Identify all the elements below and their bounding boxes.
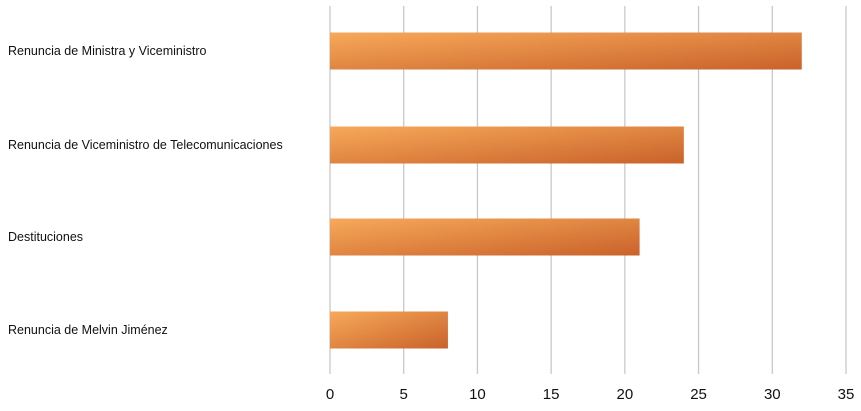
category-label-3: Destituciones [8,230,83,244]
x-tick-label-25: 25 [690,386,707,403]
bar-4 [330,311,448,349]
x-tick-label-35: 35 [838,386,855,403]
x-tick-label-30: 30 [764,386,781,403]
bar-1 [330,32,802,70]
x-tick-label-0: 0 [326,386,334,403]
bar-2 [330,126,684,164]
category-label-2: Renuncia de Viceministro de Telecomunica… [8,138,283,152]
category-label-1: Renuncia de Ministra y Viceministro [8,44,207,58]
x-tick-label-15: 15 [543,386,560,403]
category-label-4: Renuncia de Melvin Jiménez [8,323,168,337]
x-tick-label-10: 10 [469,386,486,403]
bar-3 [330,218,640,256]
x-tick-label-5: 5 [400,386,408,403]
category-labels: Renuncia de Ministra y Viceministro Renun… [8,44,283,337]
x-axis-tick-labels: 0 5 10 15 20 25 30 35 [326,386,855,403]
x-tick-label-20: 20 [617,386,634,403]
bars [330,32,802,349]
